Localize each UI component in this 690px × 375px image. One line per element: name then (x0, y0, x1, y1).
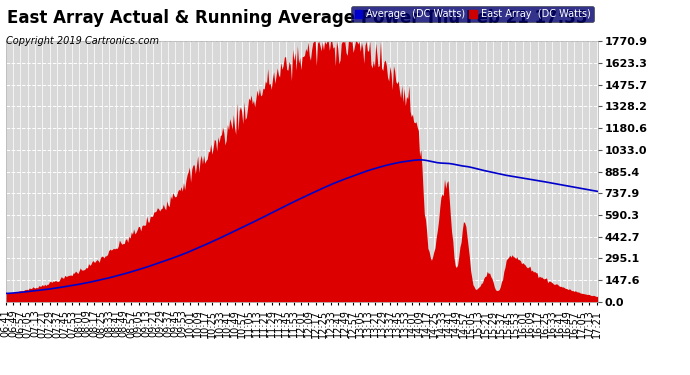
Legend: Average  (DC Watts), East Array  (DC Watts): Average (DC Watts), East Array (DC Watts… (351, 6, 594, 22)
Text: East Array Actual & Running Average Power Thu Feb 21 17:35: East Array Actual & Running Average Powe… (6, 9, 587, 27)
Text: Copyright 2019 Cartronics.com: Copyright 2019 Cartronics.com (6, 36, 159, 46)
